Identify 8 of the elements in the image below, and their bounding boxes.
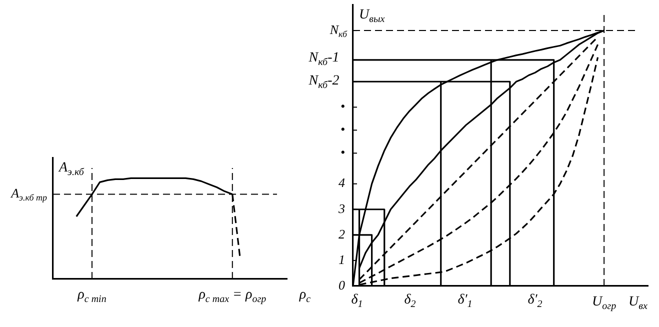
y-tick-label: • [340, 144, 346, 160]
y-tick-label: • [340, 122, 346, 137]
y-tick-label: 1 [338, 252, 345, 267]
y-tick-label: • [340, 98, 346, 114]
y-tick-label: 4 [338, 175, 346, 190]
y-tick-label: 2 [338, 226, 346, 242]
y-tick-label: 3 [338, 200, 346, 216]
y-tick-label: 0 [338, 277, 346, 292]
